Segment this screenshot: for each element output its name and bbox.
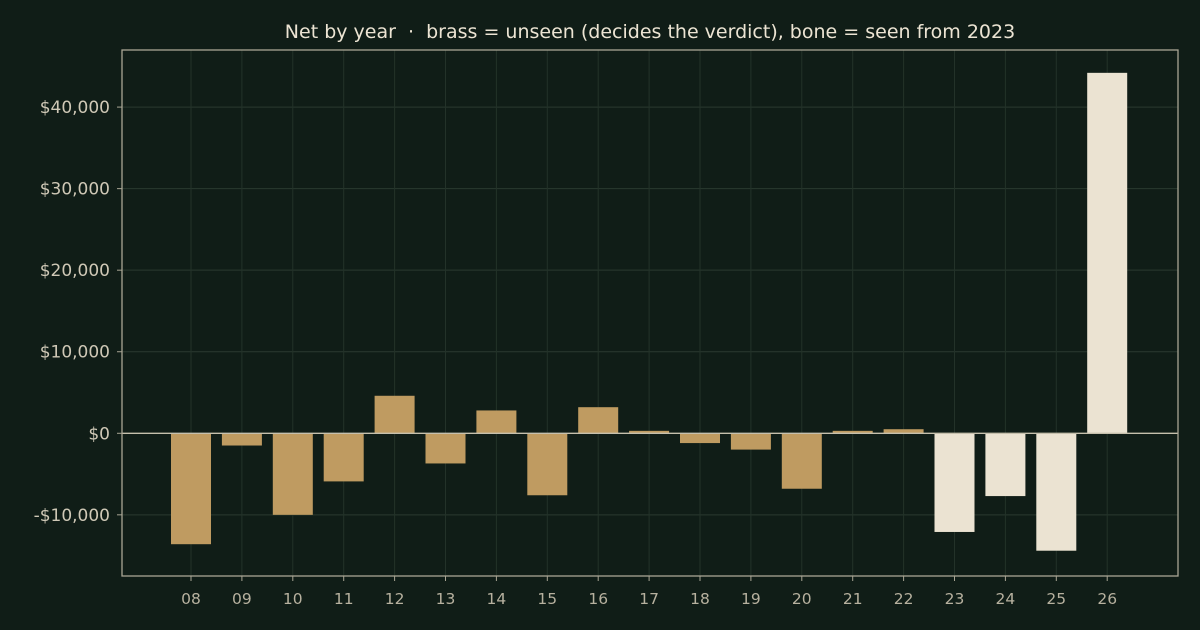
bar-10 — [272, 433, 313, 515]
xtick-label-26: 26 — [1097, 590, 1117, 608]
xtick-label-20: 20 — [792, 590, 812, 608]
ytick-label-5: $40,000 — [40, 98, 110, 118]
bar-26 — [1087, 72, 1128, 434]
ytick-label-1: $0 — [88, 424, 110, 444]
xtick-label-17: 17 — [639, 590, 659, 608]
bar-20 — [781, 433, 822, 489]
bar-13 — [425, 433, 466, 464]
bar-14 — [476, 410, 517, 434]
xtick-label-24: 24 — [996, 590, 1016, 608]
bar-16 — [578, 407, 619, 434]
xtick-label-10: 10 — [283, 590, 303, 608]
xtick-label-13: 13 — [436, 590, 456, 608]
bar-19 — [730, 433, 771, 450]
bar-18 — [680, 433, 720, 444]
chart-title: Net by year · brass = unseen (decides th… — [285, 21, 1015, 43]
bar-21 — [832, 430, 873, 434]
ytick-label-2: $10,000 — [40, 343, 110, 363]
xtick-label-18: 18 — [690, 590, 710, 608]
xtick-label-08: 08 — [181, 590, 201, 608]
xtick-label-23: 23 — [945, 590, 965, 608]
xtick-label-15: 15 — [537, 590, 557, 608]
bars — [122, 72, 1178, 551]
bar-17 — [629, 430, 670, 434]
ytick-label-3: $20,000 — [40, 261, 110, 281]
xtick-label-21: 21 — [843, 590, 863, 608]
plot-area-border — [121, 49, 1179, 577]
bar-09 — [221, 433, 262, 446]
xtick-label-11: 11 — [334, 590, 354, 608]
bar-11 — [323, 433, 364, 482]
xtick-label-14: 14 — [487, 590, 507, 608]
bar-24 — [985, 433, 1026, 497]
ytick-label-0: -$10,000 — [34, 506, 110, 526]
bar-22 — [883, 429, 924, 434]
bar-23 — [934, 433, 975, 532]
xtick-label-12: 12 — [385, 590, 405, 608]
ytick-label-4: $30,000 — [40, 180, 110, 200]
x-axis-ticks: 08 09 10 11 12 13 14 15 16 17 18 19 20 21 22 23 24 25 26 — [181, 576, 1117, 608]
xtick-label-16: 16 — [588, 590, 608, 608]
bar-08 — [171, 433, 211, 545]
bar-25 — [1036, 433, 1077, 551]
xtick-label-25: 25 — [1046, 590, 1066, 608]
bar-15 — [527, 433, 568, 496]
y-axis-ticks: -$10,000 $0 $10,000 $20,000 $30,000 $40,000 — [34, 98, 122, 526]
xtick-label-09: 09 — [232, 590, 252, 608]
xtick-label-19: 19 — [741, 590, 761, 608]
bar-12 — [374, 395, 415, 434]
xtick-label-22: 22 — [894, 590, 914, 608]
